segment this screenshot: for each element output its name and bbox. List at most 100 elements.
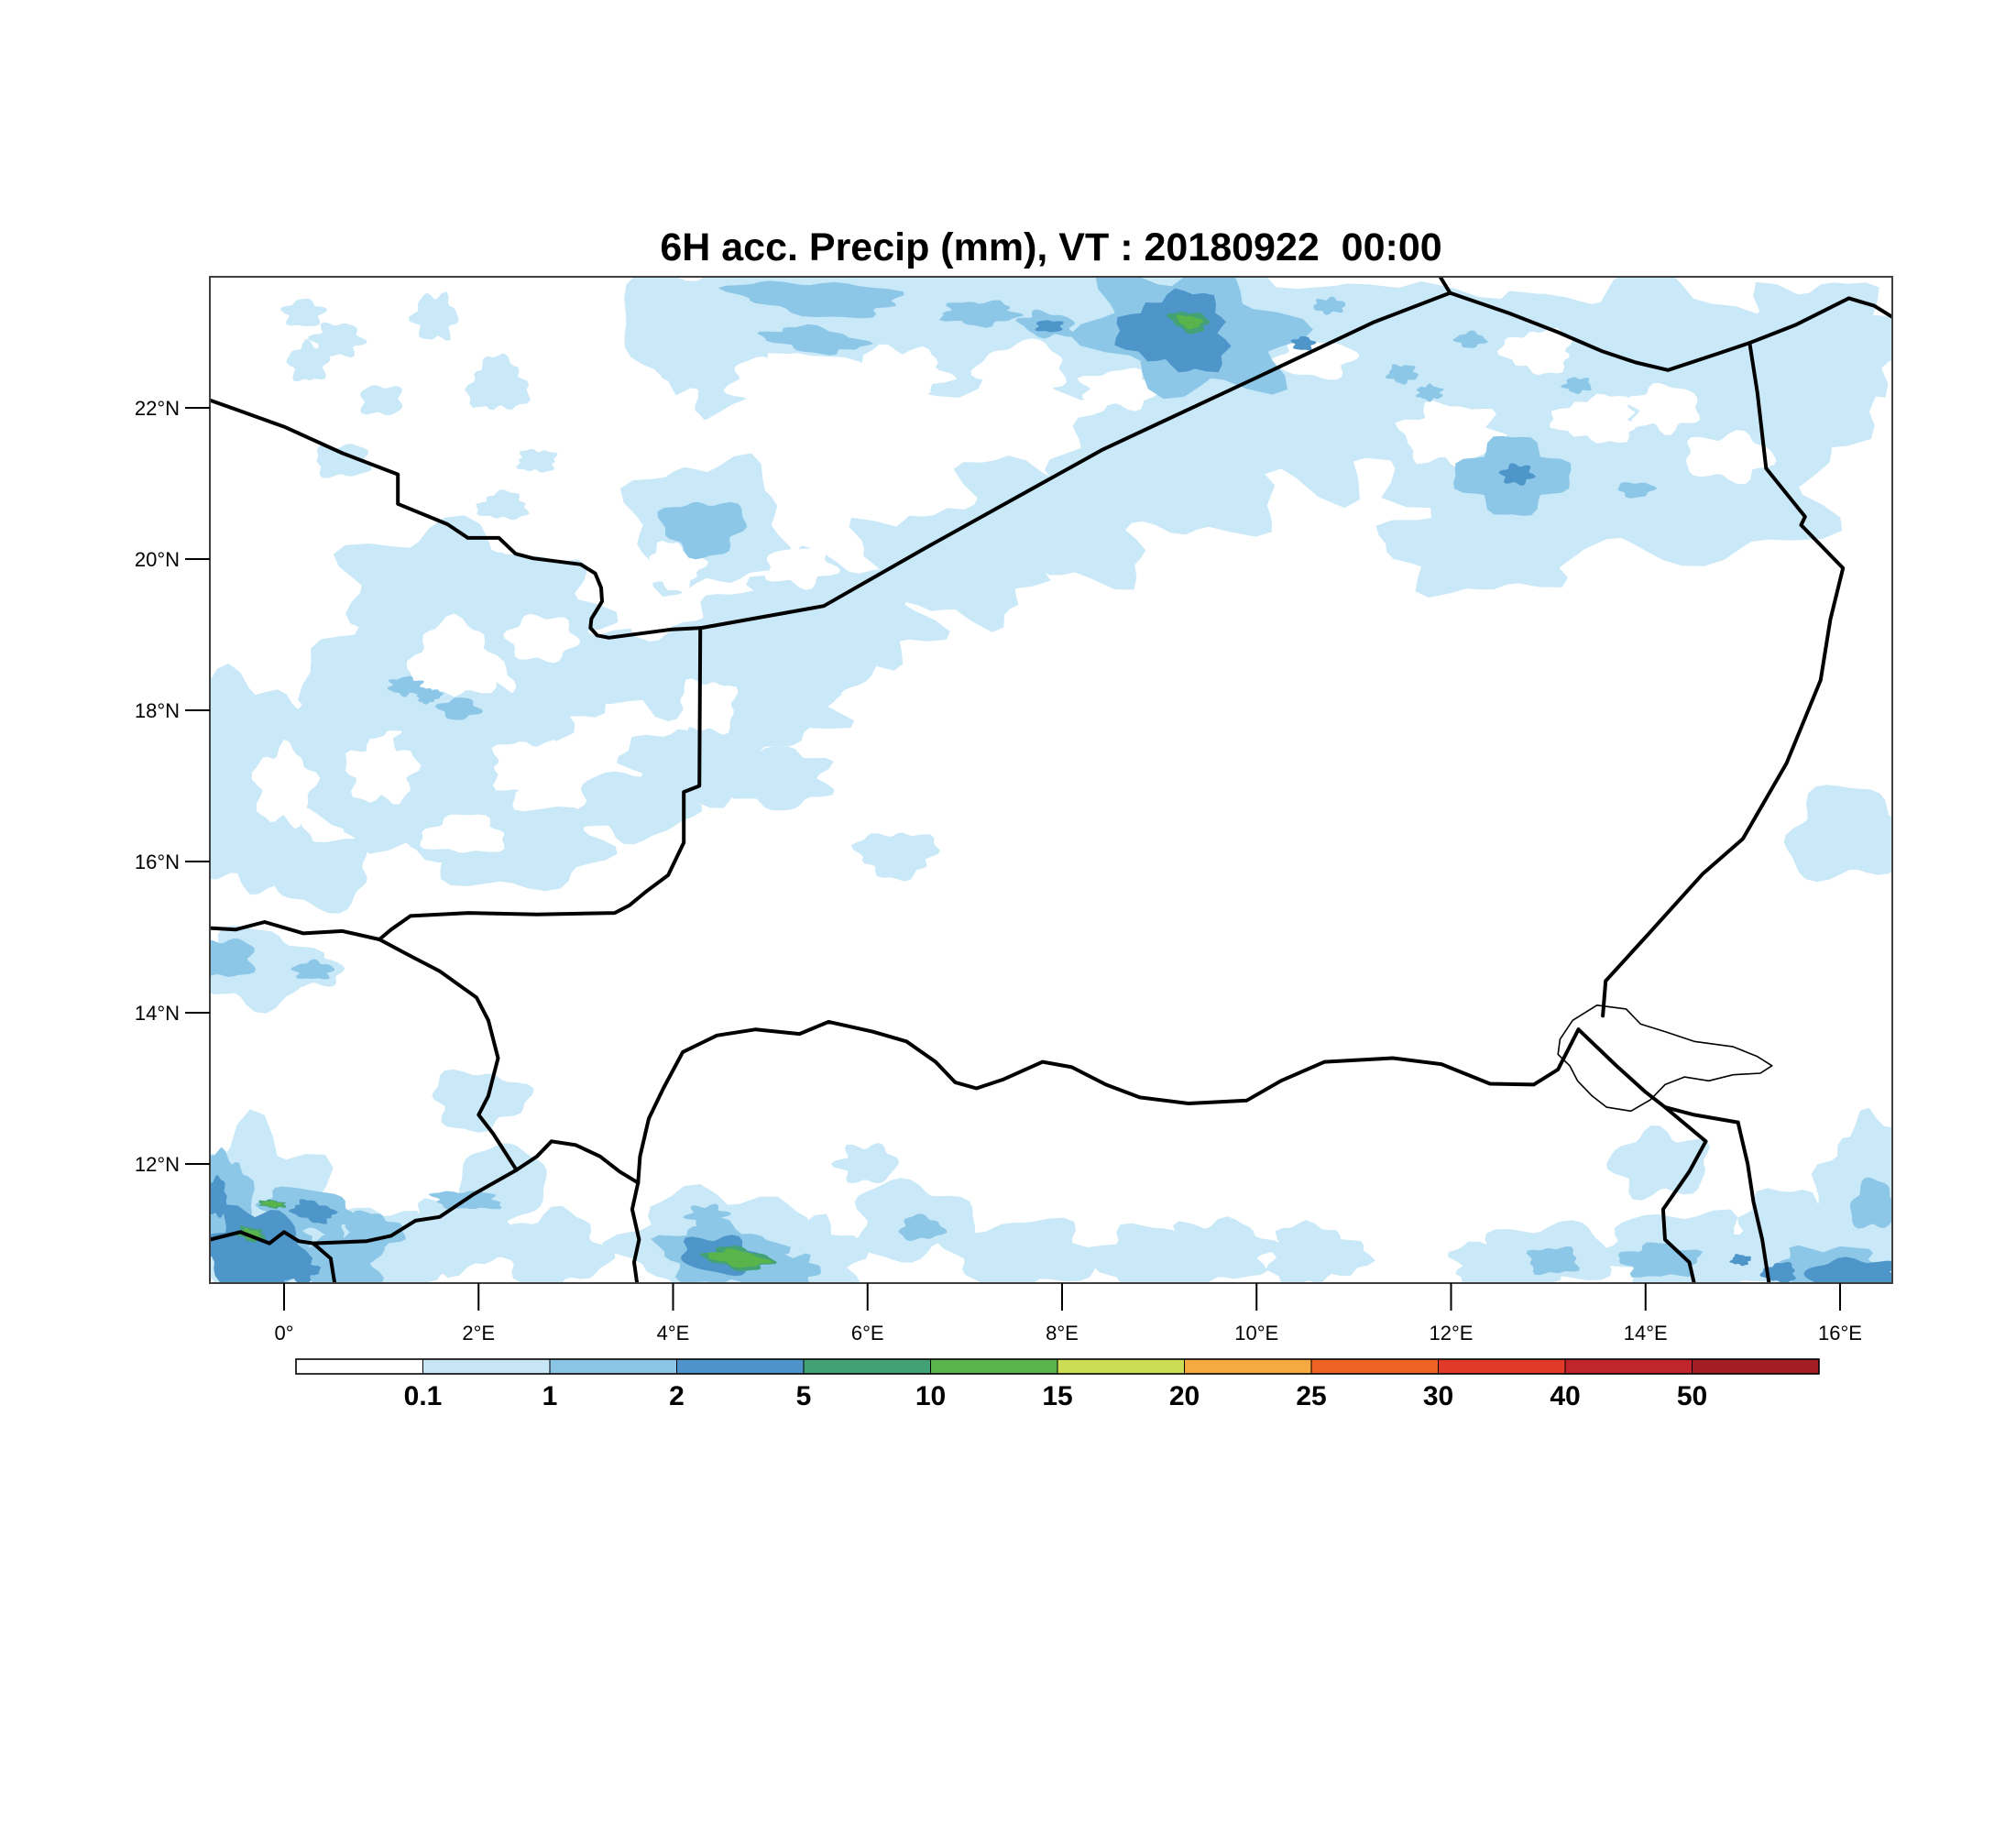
precip-contour-level-0: [1395, 401, 1509, 470]
precip-contour-level-1: [251, 839, 368, 914]
precip-contour-level-3: [1290, 335, 1317, 351]
precip-contour-level-0: [723, 357, 811, 407]
precip-contour-level-2: [1415, 383, 1444, 402]
lat-tick-label: 20°N: [135, 548, 180, 571]
lon-tick-label: 8°E: [1046, 1322, 1079, 1345]
colorbar-boundary-label: 25: [1296, 1381, 1326, 1411]
precip-contour-level-1: [360, 385, 403, 416]
country-border: [1601, 341, 1846, 1018]
precip-contour-level-1: [1783, 785, 1892, 883]
colorbar-segment: [422, 1358, 551, 1375]
precip-contour-level-5: [1176, 314, 1204, 330]
country-border: [378, 938, 519, 1172]
precip-contour-level-3: [1729, 1254, 1751, 1267]
precip-contour-level-2: [938, 300, 1024, 328]
precip-contour-level-1: [1811, 1107, 1892, 1266]
lon-tick-label: 6°E: [851, 1322, 884, 1345]
precip-contour-level-3: [1803, 1257, 1892, 1283]
colorbar: 0.1 1 2 5 10 15 20 25 30 40 50: [295, 1358, 1820, 1411]
country-border: [1438, 277, 1452, 295]
colorbar-boundary-label: 10: [915, 1381, 946, 1411]
colorbar-boundary-label: 5: [796, 1381, 812, 1411]
precip-contour-level-5: [707, 1248, 773, 1268]
precip-contour-level-0: [1550, 393, 1638, 444]
latitude-axis: 22°N 20°N 18°N 16°N 14°N 12°N: [135, 397, 210, 1176]
precip-contour-level-1: [617, 724, 768, 808]
precip-contour-level-3: [278, 1256, 322, 1283]
lon-tick-label: 0°: [274, 1322, 293, 1345]
map-frame-layer: [209, 276, 1893, 1284]
precip-contour-level-1: [1719, 281, 1892, 398]
precip-contour-level-1: [725, 746, 835, 811]
longitude-axis: 0° 2°E 4°E 6°E 8°E 10°E 12°E 14°E 16°E: [274, 1283, 1862, 1345]
precip-contour-level-3: [1114, 288, 1232, 373]
precip-contour-level-1: [408, 291, 459, 341]
precip-contour-level-1: [210, 772, 315, 895]
precip-contour-level-2: [210, 938, 256, 977]
precip-contour-level-2: [757, 324, 874, 356]
precip-contour-level-3: [1498, 463, 1536, 486]
precip-contour-level-1: [476, 489, 530, 521]
precip-contour-level-0: [1077, 368, 1166, 412]
precip-contour-level-0: [675, 678, 739, 735]
lat-tick-label: 22°N: [135, 397, 180, 420]
precip-contour-level-2: [683, 1203, 731, 1227]
lon-tick-label: 4°E: [657, 1322, 690, 1345]
lat-tick-label: 12°N: [135, 1153, 180, 1176]
precip-contour-level-2: [1385, 364, 1419, 385]
colorbar-segment: [549, 1358, 677, 1375]
colorbar-segment: [1184, 1358, 1312, 1375]
country-border: [210, 1230, 337, 1283]
precip-contour-level-3: [210, 1175, 228, 1219]
lon-tick-label: 16°E: [1818, 1322, 1862, 1345]
country-border: [699, 291, 1452, 631]
precip-contour-level-0: [491, 740, 574, 794]
precip-contour-level-2: [1617, 1242, 1704, 1278]
precip-contour-level-1: [316, 444, 372, 478]
country-border: [636, 1019, 1581, 1185]
precip-contour-level-2: [1849, 1177, 1892, 1229]
colorbar-segment: [295, 1358, 423, 1375]
lake-chad-layer: [1557, 1004, 1773, 1113]
colorbar-segment: [676, 1358, 805, 1375]
country-border: [1576, 1027, 1740, 1125]
precip-contour-level-0: [1625, 382, 1701, 435]
precip-contour-level-0: [251, 739, 321, 829]
country-border: [1736, 1120, 1771, 1283]
lat-tick-label: 14°N: [135, 1002, 180, 1025]
precip-contour-level-2: [387, 675, 424, 697]
lon-tick-label: 2°E: [462, 1322, 495, 1345]
precip-contour-level-3: [288, 1199, 338, 1224]
colorbar-segment: [1692, 1358, 1820, 1375]
precip-contour-level-1: [748, 620, 881, 710]
lon-tick-label: 12°E: [1430, 1322, 1474, 1345]
colorbar-segment: [803, 1358, 931, 1375]
precip-contour-level-0: [764, 547, 841, 590]
precip-contour-level-3: [1035, 320, 1064, 333]
country-border: [311, 1168, 519, 1246]
precip-contour-level-2: [1561, 377, 1592, 394]
precip-contour-level-1: [1375, 490, 1575, 598]
precip-contour-level-1: [937, 1217, 1102, 1283]
colorbar-segment: [1564, 1358, 1693, 1375]
precip-contour-level-1: [567, 769, 703, 845]
precip-contour-level-2: [1526, 1246, 1580, 1276]
colorbar-boundary-label: 30: [1423, 1381, 1453, 1411]
colorbar-boundary-label: 40: [1550, 1381, 1580, 1411]
colorbar-boundary-label: 0.1: [404, 1381, 443, 1411]
precip-contour-level-2: [1313, 296, 1346, 315]
plot-title: 6H acc. Precip (mm), VT : 20180922 00:00: [660, 225, 1442, 269]
precip-contour-level-0: [420, 814, 505, 853]
map-frame: [209, 276, 1893, 1284]
precip-contour-level-1: [590, 627, 762, 721]
colorbar-boundary-label: 1: [542, 1381, 558, 1411]
country-border: [210, 920, 381, 941]
precip-contour-level-2: [898, 1213, 948, 1242]
precip-contour-level-0: [503, 613, 581, 664]
lon-tick-label: 10°E: [1234, 1322, 1278, 1345]
precip-contour-level-5: [260, 1201, 284, 1208]
lake-chad-outline: [1557, 1004, 1773, 1113]
colorbar-segment: [1310, 1358, 1439, 1375]
precip-contour-level-2: [210, 1147, 255, 1251]
